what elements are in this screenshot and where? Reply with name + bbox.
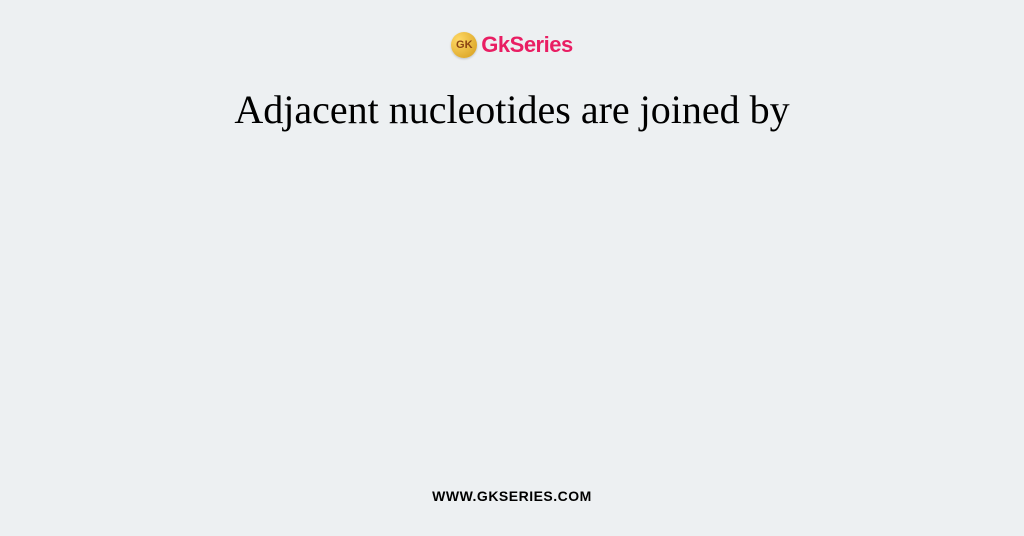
logo-container: GK GkSeries [451,32,572,58]
logo-badge-text: GK [456,39,473,51]
logo-badge-icon: GK [451,32,477,58]
logo-text-part1: Gk [481,32,509,57]
page-title: Adjacent nucleotides are joined by [234,86,789,133]
logo-text-part2: Series [510,32,573,57]
logo-text: GkSeries [481,32,572,58]
footer-url: WWW.GKSERIES.COM [432,488,592,504]
